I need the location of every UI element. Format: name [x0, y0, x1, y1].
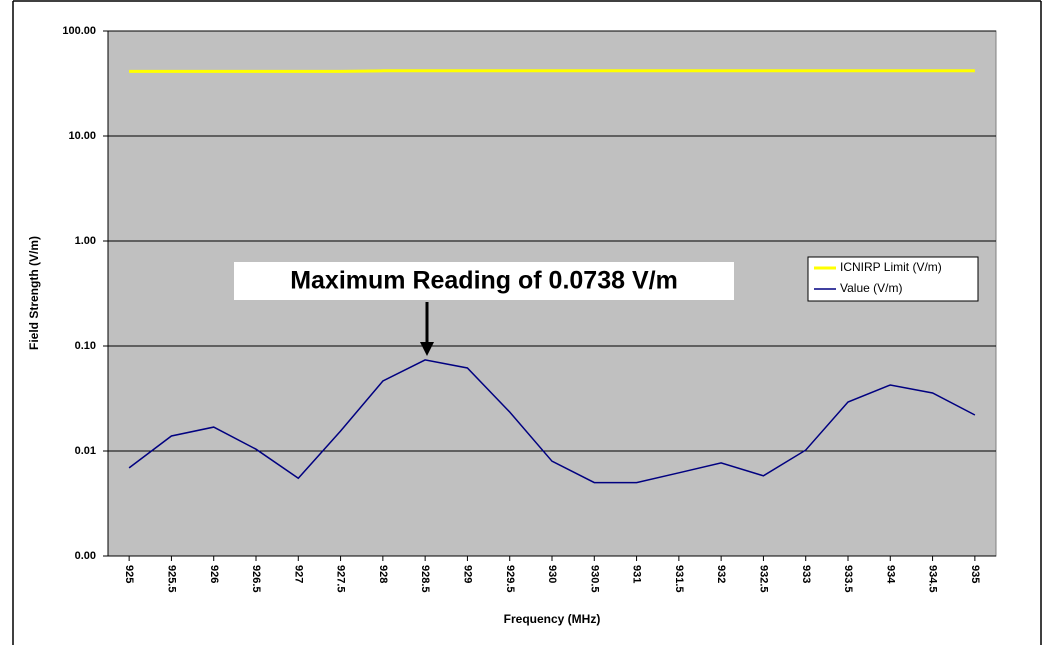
legend-label: Value (V/m) [840, 281, 902, 295]
x-tick-label: 932.5 [758, 565, 770, 593]
y-tick-label: 100.00 [62, 25, 96, 37]
x-tick-label: 928.5 [419, 565, 431, 593]
y-tick-label: 1.00 [75, 235, 96, 247]
x-tick-label: 932 [715, 565, 727, 583]
x-tick-label: 930 [546, 565, 558, 583]
series-line [129, 69, 975, 73]
x-tick-label: 927 [292, 565, 304, 583]
annotation-box [234, 262, 734, 300]
x-tick-label: 925 [123, 565, 135, 583]
annotation: Maximum Reading of 0.0738 V/m [290, 267, 678, 295]
x-tick-label: 933 [800, 565, 812, 583]
y-tick-label: 0.10 [75, 340, 96, 352]
x-tick-label: 934 [884, 565, 896, 584]
legend-label: ICNIRP Limit (V/m) [840, 260, 942, 274]
x-tick-label: 931 [631, 565, 643, 583]
x-tick-label: 934.5 [927, 565, 939, 593]
x-axis-title: Frequency (MHz) [504, 612, 601, 626]
x-tick-label: 926.5 [250, 565, 262, 593]
legend-box [807, 256, 979, 302]
x-tick-label: 931.5 [673, 565, 685, 593]
y-axis-title: Field Strength (V/m) [27, 236, 41, 350]
y-tick-label: 10.00 [68, 130, 96, 142]
x-tick-label: 928 [377, 565, 389, 583]
x-tick-label: 929.5 [504, 565, 516, 593]
x-tick-label: 926 [208, 565, 220, 583]
x-tick-label: 930.5 [588, 565, 600, 593]
x-tick-label: 935 [969, 565, 981, 583]
y-tick-label: 0.00 [75, 550, 96, 562]
x-tick-label: 929 [462, 565, 474, 583]
y-tick-label: 0.01 [75, 445, 96, 457]
series-line [128, 359, 976, 484]
x-tick-label: 933.5 [842, 565, 854, 593]
annotation-arrow-head [420, 342, 434, 356]
x-tick-label: 925.5 [166, 565, 178, 593]
x-tick-label: 927.5 [335, 565, 347, 593]
